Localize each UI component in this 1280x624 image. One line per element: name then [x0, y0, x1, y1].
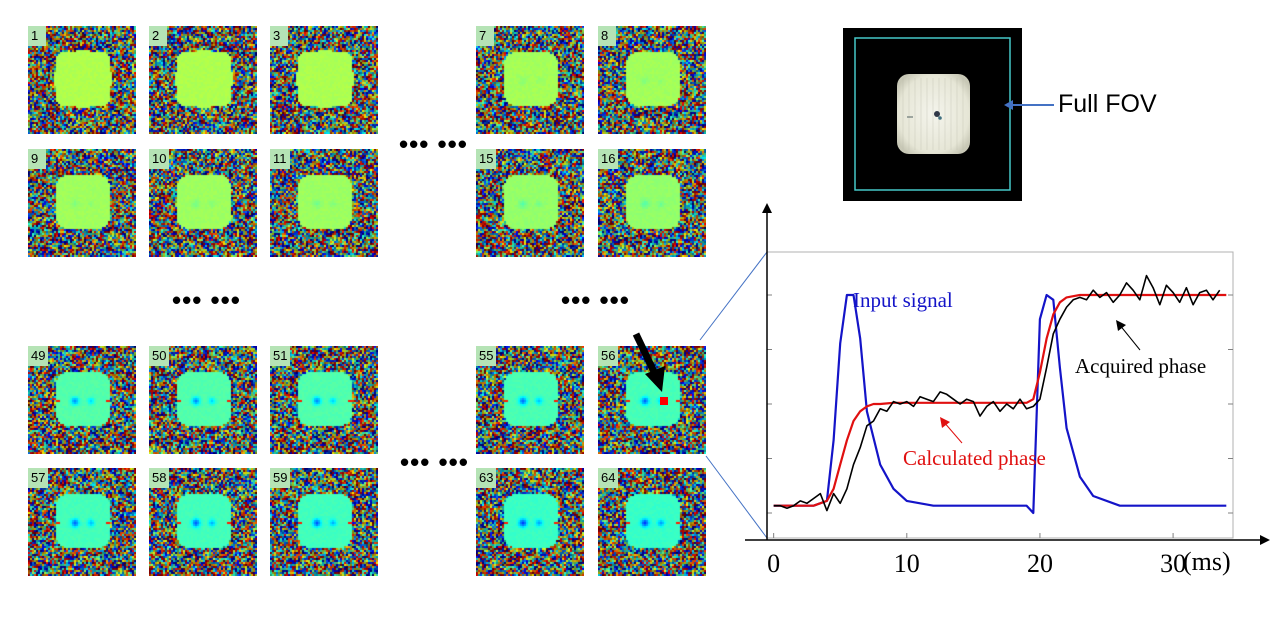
- series-line-acquired-phase: [773, 274, 1221, 512]
- phase-map-tile: 8: [598, 26, 706, 134]
- full-fov-label: Full FOV: [1058, 90, 1157, 118]
- frame-number-label: 56: [598, 346, 619, 366]
- full-fov-drawing: [854, 37, 1011, 191]
- y-ticks: [767, 294, 1233, 514]
- series-line-calculated-phase: [773, 293, 1227, 507]
- x-tick-label: 10: [894, 549, 920, 578]
- series-layer: [773, 274, 1227, 515]
- phase-map-tile: 1: [28, 26, 136, 134]
- x-axis-arrow: [1260, 535, 1270, 545]
- phase-map-image: [476, 26, 584, 134]
- x-axis-label: (ms): [1183, 547, 1231, 576]
- x-tick-label: 20: [1027, 549, 1053, 578]
- sample-stripes: [902, 78, 964, 150]
- acquired-phase-annotation: Acquired phase: [1075, 354, 1206, 378]
- phase-map-tile: 58: [149, 468, 257, 576]
- acquired-phase-pointer-head: [1116, 320, 1126, 331]
- calculated-phase-annotation: Calculated phase: [903, 446, 1046, 470]
- phase-map-tile: 3: [270, 26, 378, 134]
- phase-map-tile: 7: [476, 26, 584, 134]
- zoom-line-bottom: [705, 455, 768, 539]
- frame-number-label: 55: [476, 346, 497, 366]
- phase-map-tile: 10: [149, 149, 257, 257]
- x-ticks: 0 10 20 30: [767, 533, 1186, 578]
- acquired-phase-pointer: [1118, 323, 1141, 351]
- phase-map-tile: 55: [476, 346, 584, 454]
- frame-number-label: 50: [149, 346, 170, 366]
- frame-number-label: 2: [149, 26, 167, 46]
- zoom-line-top: [699, 251, 768, 341]
- y-axis-arrow: [762, 203, 772, 213]
- phase-map-image: [598, 26, 706, 134]
- phase-map-image: [28, 26, 136, 134]
- phase-map-tile: 9: [28, 149, 136, 257]
- phase-map-tile: 57: [28, 468, 136, 576]
- sample-spot: [934, 111, 940, 117]
- input-signal-annotation: Input signal: [853, 288, 953, 312]
- frame-number-label: 3: [270, 26, 288, 46]
- x-tick-label: 0: [767, 549, 780, 578]
- phase-map-tile: 2: [149, 26, 257, 134]
- ellipsis-middle-right: ••• •••: [561, 285, 630, 315]
- phase-map-tile: 63: [476, 468, 584, 576]
- calculated-phase-pointer-head: [940, 417, 950, 428]
- ellipsis-middle-left: ••• •••: [172, 285, 241, 315]
- phase-map-tile: 64: [598, 468, 706, 576]
- phase-map-tile: 50: [149, 346, 257, 454]
- frame-number-label: 64: [598, 468, 619, 488]
- ellipsis-bottom-middle: ••• •••: [400, 447, 469, 477]
- series-line-input-signal: [773, 293, 1227, 515]
- frame-number-label: 16: [598, 149, 619, 169]
- full-fov-image: [843, 28, 1022, 201]
- phase-map-tile: 49: [28, 346, 136, 454]
- selected-pixel-arrow: [632, 332, 665, 392]
- selected-pixel-marker: [660, 397, 668, 405]
- frame-number-label: 63: [476, 468, 497, 488]
- frame-number-label: 11: [270, 149, 290, 169]
- frame-number-label: 59: [270, 468, 291, 488]
- phase-map-tile: 16: [598, 149, 706, 257]
- phase-map-tile: 51: [270, 346, 378, 454]
- frame-number-label: 15: [476, 149, 497, 169]
- frame-number-label: 49: [28, 346, 49, 366]
- frame-number-label: 7: [476, 26, 494, 46]
- frame-number-label: 10: [149, 149, 170, 169]
- frame-number-label: 51: [270, 346, 291, 366]
- frame-number-label: 9: [28, 149, 46, 169]
- phase-map-image: [270, 26, 378, 134]
- phase-map-image: [149, 26, 257, 134]
- frame-number-label: 57: [28, 468, 49, 488]
- phase-map-tile: 59: [270, 468, 378, 576]
- x-tick-label: 30: [1160, 549, 1186, 578]
- frame-number-label: 58: [149, 468, 170, 488]
- frame-number-label: 1: [28, 26, 46, 46]
- phase-map-tile: 11: [270, 149, 378, 257]
- ellipsis-top-middle: ••• •••: [399, 129, 468, 159]
- frame-number-label: 8: [598, 26, 616, 46]
- fov-pointer-arrow: [1004, 100, 1054, 110]
- full-fov-box: [854, 37, 1011, 191]
- phase-map-image: [28, 149, 136, 257]
- phase-map-tile: 15: [476, 149, 584, 257]
